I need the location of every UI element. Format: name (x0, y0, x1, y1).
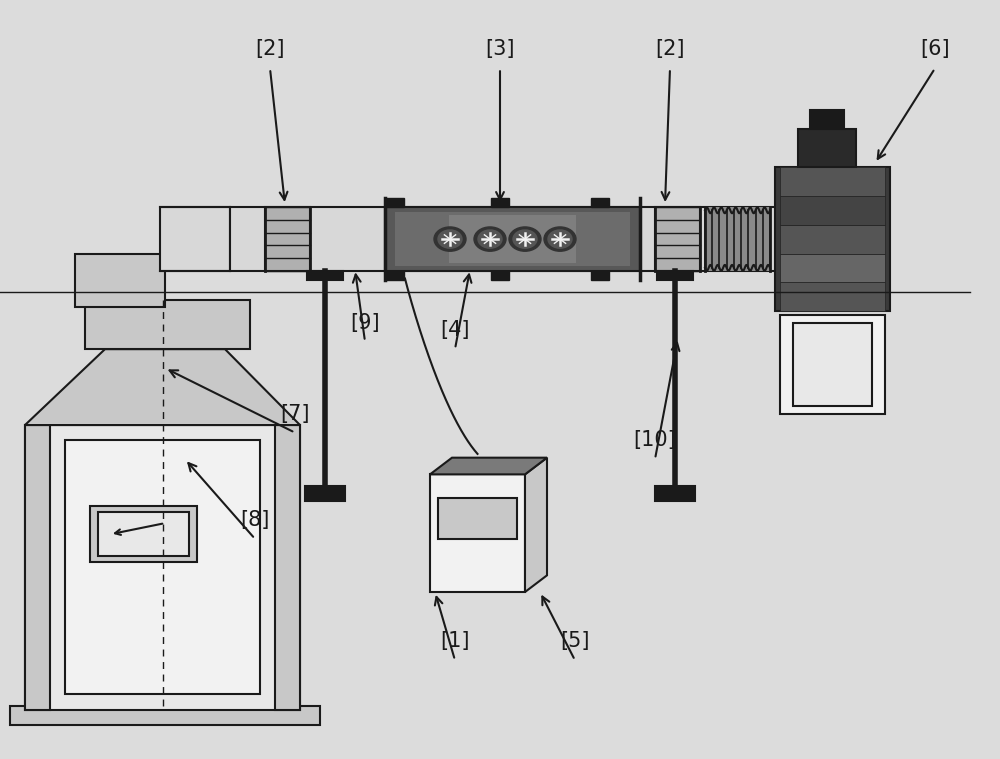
Bar (395, 212, 630, 266)
Bar (386, 198, 404, 207)
Text: [5]: [5] (560, 631, 590, 651)
Circle shape (544, 227, 576, 251)
Bar (780, 315, 885, 414)
Circle shape (478, 230, 502, 248)
Bar (780, 196, 885, 225)
Bar (780, 225, 885, 254)
Bar (793, 323, 872, 406)
Bar (705, 207, 770, 271)
Bar (655, 486, 695, 501)
Bar (775, 167, 890, 311)
Text: [8]: [8] (240, 510, 270, 530)
Circle shape (474, 227, 506, 251)
Circle shape (548, 230, 572, 248)
Bar (65, 440, 260, 694)
Bar (85, 300, 250, 349)
Bar (90, 506, 197, 562)
Bar (491, 271, 509, 280)
Bar (591, 198, 609, 207)
Bar (657, 271, 693, 280)
Text: [1]: [1] (440, 631, 470, 651)
Text: [6]: [6] (920, 39, 950, 59)
Text: [4]: [4] (440, 320, 470, 340)
Bar (798, 129, 856, 167)
Bar (430, 474, 525, 592)
Bar (275, 425, 300, 710)
Polygon shape (430, 458, 547, 474)
Bar (75, 254, 165, 307)
Polygon shape (25, 349, 300, 425)
Bar (655, 207, 700, 271)
Bar (438, 498, 517, 539)
Bar (305, 486, 345, 501)
Bar (160, 207, 230, 271)
Bar (810, 110, 844, 129)
Bar (385, 207, 640, 271)
Circle shape (513, 230, 537, 248)
Bar (591, 271, 609, 280)
Bar (780, 282, 885, 311)
Bar (386, 271, 404, 280)
Text: [3]: [3] (485, 39, 515, 59)
Circle shape (438, 230, 462, 248)
Polygon shape (525, 458, 547, 592)
Circle shape (434, 227, 466, 251)
Bar (780, 167, 885, 196)
Bar (98, 512, 189, 556)
Text: [10]: [10] (634, 430, 676, 450)
Bar (449, 215, 576, 263)
Bar (307, 271, 343, 280)
Text: [7]: [7] (280, 404, 310, 424)
Text: [2]: [2] (255, 39, 285, 59)
Bar (491, 198, 509, 207)
Circle shape (509, 227, 541, 251)
Text: [9]: [9] (350, 313, 380, 332)
Bar (10, 706, 320, 725)
Bar (230, 207, 810, 271)
Bar (780, 254, 885, 282)
Bar (25, 425, 300, 710)
Bar (25, 425, 50, 710)
Bar (265, 207, 310, 271)
Text: [2]: [2] (655, 39, 685, 59)
